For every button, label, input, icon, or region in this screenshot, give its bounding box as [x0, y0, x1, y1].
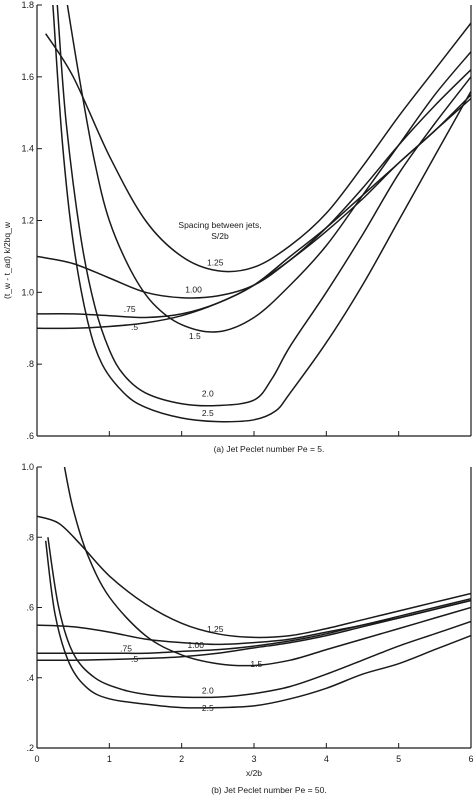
legend-title-line2: S/2b: [211, 231, 229, 241]
y-tick-label: 1.8: [21, 0, 34, 10]
series-label: .5: [131, 322, 138, 332]
x-axis-label: x/2b: [246, 768, 262, 778]
y-tick-label: .6: [26, 431, 34, 441]
chart-b: .2.4.6.81.00 1 2 3 4 5 61.251.00.75.51.52.02.5…: [21, 462, 473, 795]
chart-caption: (a) Jet Peclet number Pe = 5.: [214, 444, 325, 454]
series-line-p5: [37, 599, 471, 661]
series-line-1p00: [37, 597, 471, 646]
chart-a: .6 .8 1.0 1.2 1.4 1.6 1.8 1.25 1.00 .75 .5 1.5 2.0 2.…: [2, 0, 472, 454]
x-tick-label: 3: [251, 754, 256, 764]
x-tick-label: 2: [179, 754, 184, 764]
series-label: 1.00: [185, 284, 202, 294]
series-label: 1.5: [250, 659, 262, 669]
y-tick-label: .2: [26, 743, 34, 753]
x-tick-label: 5: [396, 754, 401, 764]
y-tick-label: 1.6: [21, 72, 34, 82]
y-tick-label: .4: [26, 673, 34, 683]
series-line-1p00: [37, 69, 471, 299]
chart-caption: (b) Jet Peclet number Pe = 50.: [211, 785, 327, 795]
y-tick-label: .8: [26, 532, 34, 542]
x-tick-label: 4: [324, 754, 329, 764]
y-tick-label: .6: [26, 603, 34, 613]
y-tick-label: .8: [26, 359, 34, 369]
series-label: 2.5: [202, 703, 214, 713]
series-label: 1.5: [189, 331, 201, 341]
series-line-1p25: [37, 515, 471, 639]
series-label: 1.25: [207, 624, 224, 634]
series-group: [37, 467, 471, 709]
y-tick-label: 1.0: [21, 287, 34, 297]
y-tick-label: 1.0: [21, 462, 34, 472]
series-line-2p5: [52, 5, 471, 423]
series-line-1p5: [66, 5, 471, 333]
series-label: .75: [124, 304, 136, 314]
legend-title-line1: Spacing between jets,: [178, 220, 261, 230]
x-tick-label: 1: [107, 754, 112, 764]
series-group: [37, 5, 471, 423]
series-line-2p0: [47, 537, 471, 699]
series-label: 2.5: [202, 408, 214, 418]
series-label: 2.0: [202, 686, 214, 696]
y-tick-label: 1.2: [21, 216, 34, 226]
series-label: 1.00: [187, 640, 204, 650]
series-label: 1.25: [207, 257, 224, 267]
series-line-2p0: [56, 5, 471, 407]
series-line-p5: [37, 97, 471, 330]
series-line-1p5: [63, 467, 471, 667]
series-label: 2.0: [202, 388, 214, 398]
y-axis-label: (t_w - t_ad) k/2bq_w: [2, 221, 12, 299]
series-label: .5: [131, 654, 138, 664]
x-tick-label: 0: [34, 754, 39, 764]
x-tick-label: 6: [468, 754, 473, 764]
y-tick-label: 1.4: [21, 144, 34, 154]
series-line-2p5: [44, 540, 471, 709]
series-line-1p25: [45, 22, 471, 273]
series-label: .75: [120, 643, 132, 653]
